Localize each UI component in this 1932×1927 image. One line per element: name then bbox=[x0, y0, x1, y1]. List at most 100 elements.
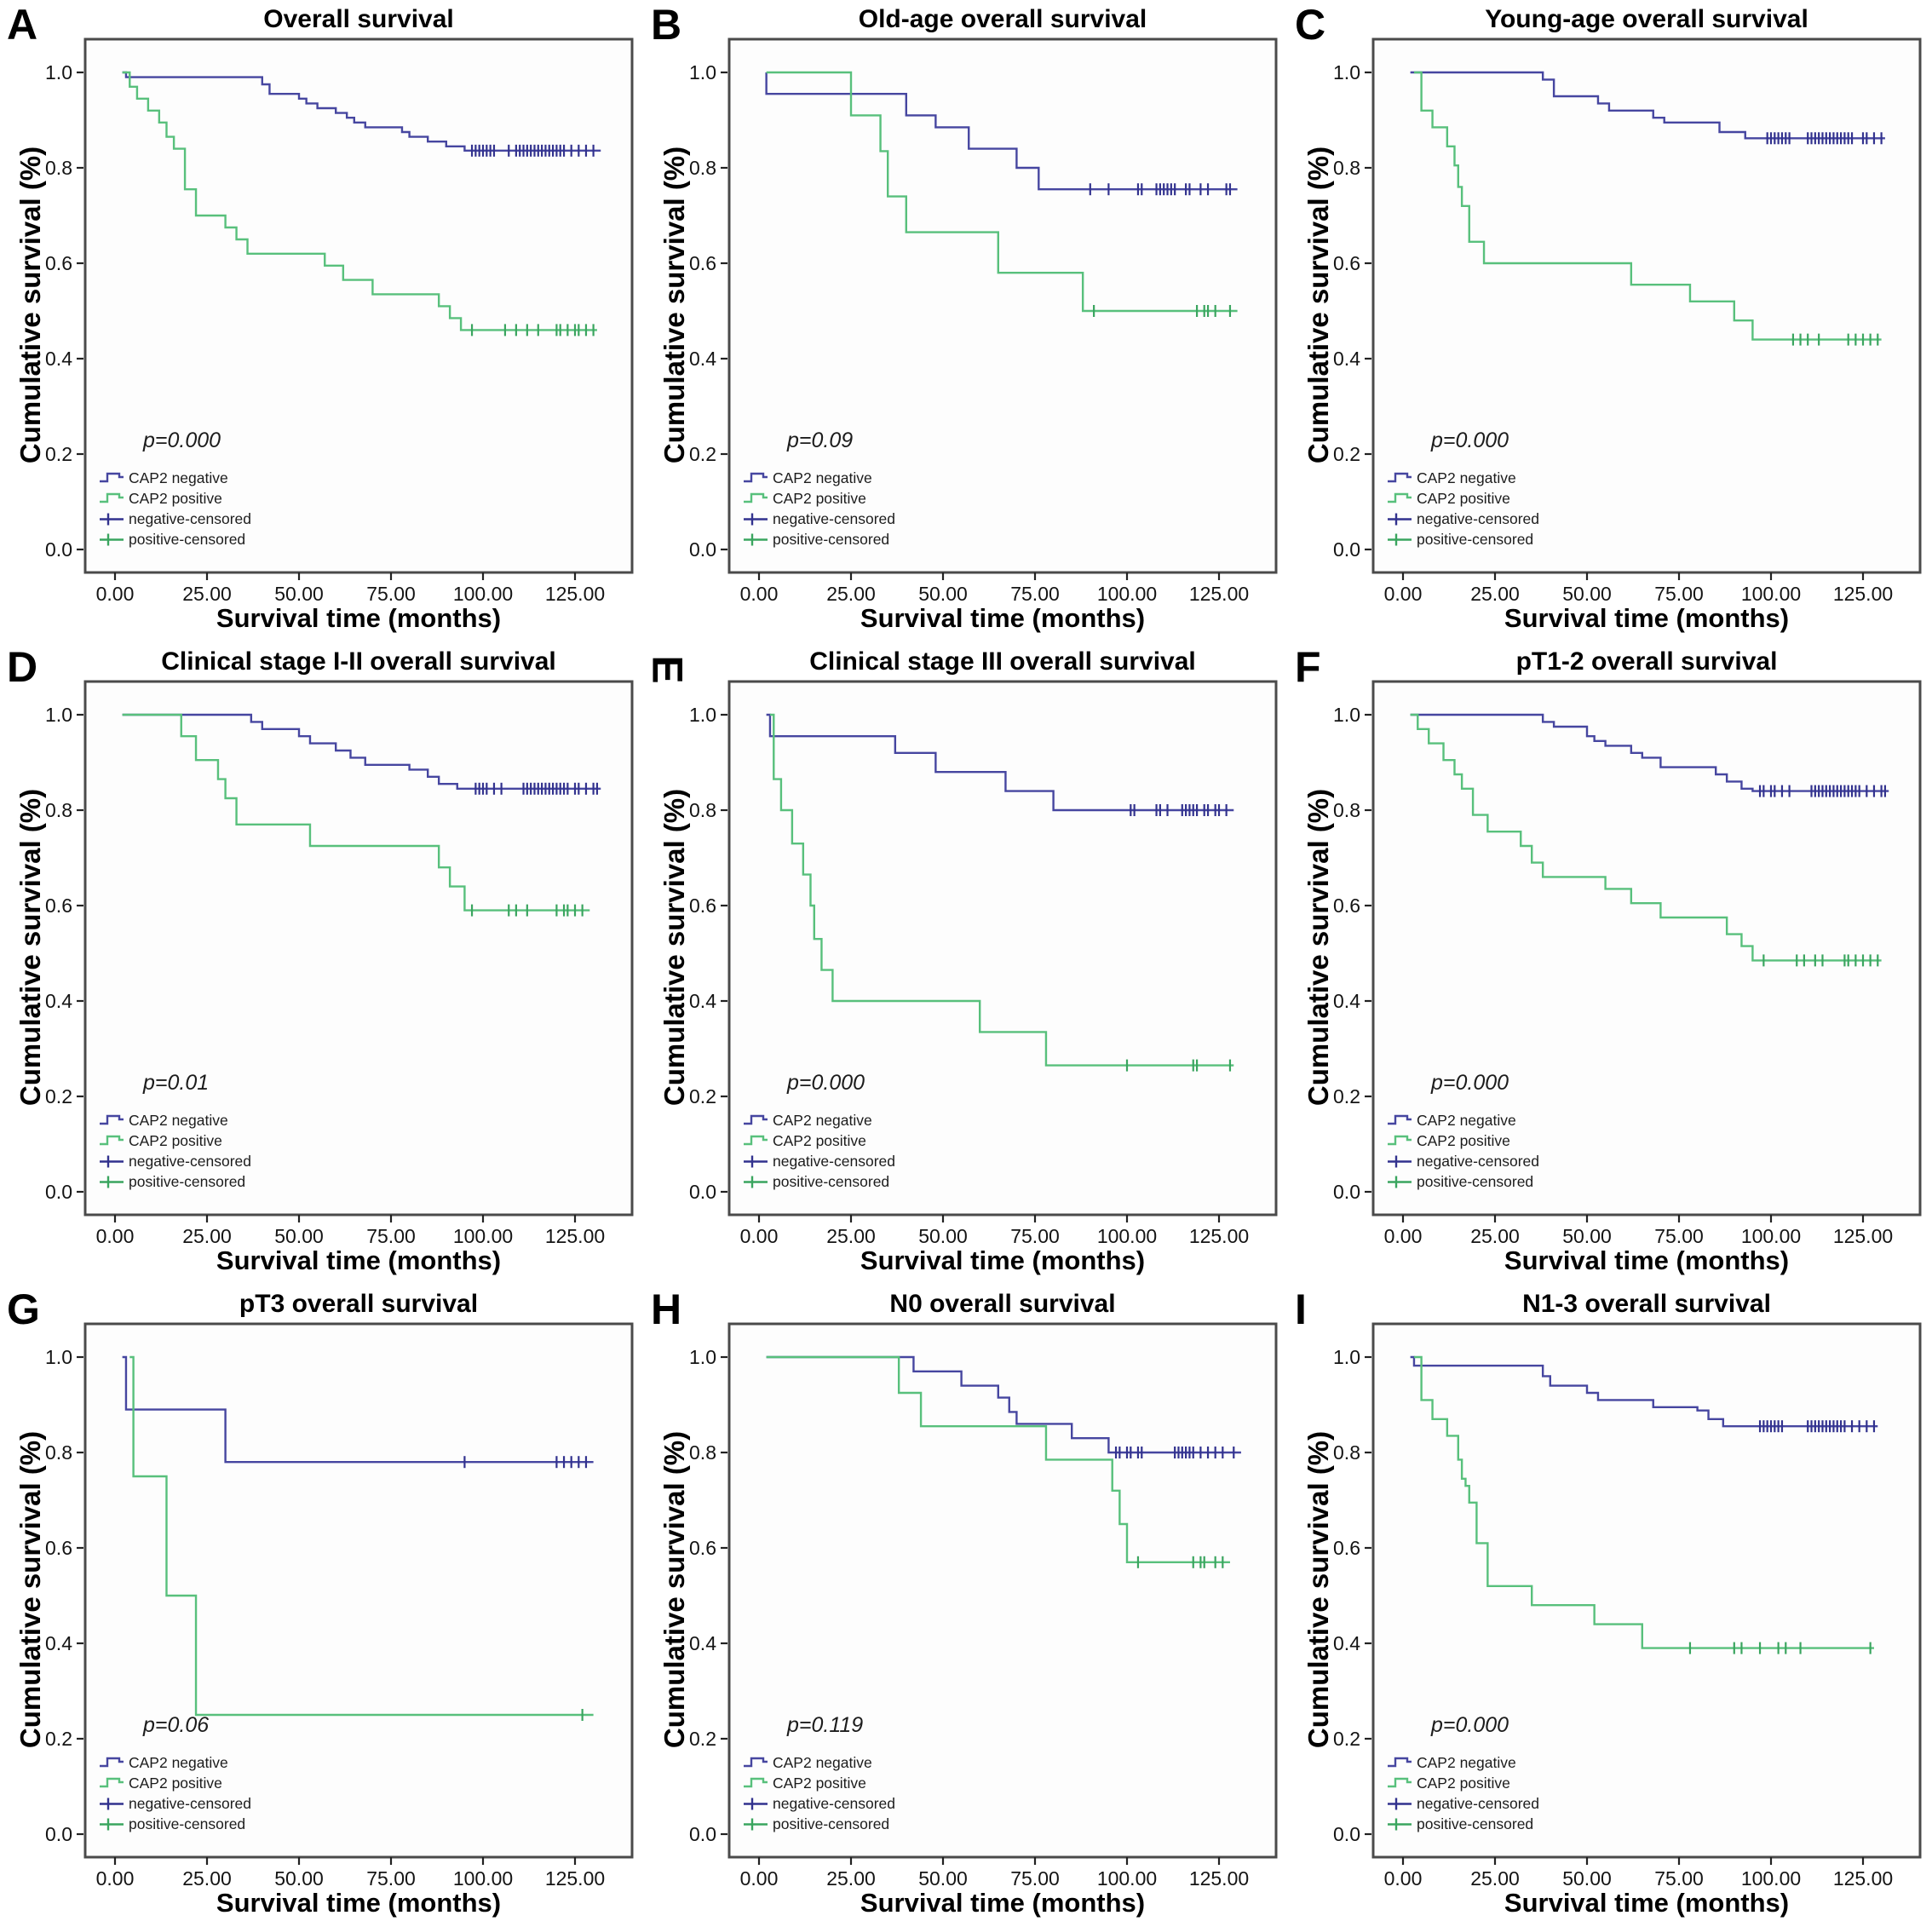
censor-plus-icon bbox=[1388, 1818, 1412, 1831]
x-tick-label: 50.00 bbox=[274, 1867, 324, 1890]
survival-curve-cap2-positive bbox=[1413, 1355, 1874, 1649]
x-tick-label: 125.00 bbox=[545, 1867, 605, 1890]
panel-letter: I bbox=[1295, 1286, 1307, 1333]
y-tick-label: 1.0 bbox=[45, 1346, 72, 1368]
censor-plus-icon bbox=[744, 1155, 768, 1168]
y-tick-label: 0.8 bbox=[45, 1441, 72, 1464]
legend-label: negative-censored bbox=[1417, 1153, 1539, 1170]
step-line-icon bbox=[744, 472, 768, 483]
legend-label: positive-censored bbox=[129, 1815, 246, 1832]
censor-plus-icon bbox=[100, 1818, 124, 1831]
legend-item-negative-censored: negative-censored bbox=[99, 1151, 251, 1171]
x-tick-label: 75.00 bbox=[366, 1225, 416, 1247]
panel-clinical-stage-3-overall-survival: E Clinical stage III overall survival Cu… bbox=[644, 642, 1288, 1285]
censor-plus-icon bbox=[100, 1798, 124, 1810]
x-tick-label: 50.00 bbox=[918, 583, 968, 605]
censor-plus-icon bbox=[744, 1176, 768, 1188]
legend-item-positive-censored: positive-censored bbox=[1387, 529, 1539, 549]
y-tick-label: 0.6 bbox=[1333, 894, 1360, 917]
step-line-icon bbox=[100, 1135, 124, 1146]
panel-n0-overall-survival: H N0 overall survival Cumulative surviva… bbox=[644, 1285, 1288, 1927]
legend: CAP2 negative CAP2 positive negative-cen… bbox=[743, 1110, 895, 1192]
legend-label: negative-censored bbox=[773, 1795, 895, 1812]
km-plot: 0.0 0.2 0.4 0.6 0.8 1.0 0.00 25.00 50.00 75.00 100… bbox=[45, 1322, 634, 1890]
y-tick-label: 0.0 bbox=[1333, 1823, 1360, 1845]
y-tick-label: 0.4 bbox=[45, 990, 72, 1012]
x-tick-label: 100.00 bbox=[1097, 1867, 1157, 1890]
legend-item-cap2-positive: CAP2 positive bbox=[99, 1130, 251, 1151]
survival-curve-cap2-negative bbox=[1410, 1355, 1878, 1428]
x-tick-label: 125.00 bbox=[1189, 1867, 1249, 1890]
y-axis-label: Cumulative survival (%) bbox=[1302, 788, 1334, 1107]
legend-item-negative-censored: negative-censored bbox=[1387, 509, 1539, 529]
legend-item-cap2-positive: CAP2 positive bbox=[99, 1773, 251, 1793]
x-tick-label: 0.00 bbox=[1384, 1225, 1423, 1247]
y-tick-label: 1.0 bbox=[1333, 61, 1360, 83]
y-axis-label: Cumulative survival (%) bbox=[14, 146, 46, 464]
legend-item-cap2-positive: CAP2 positive bbox=[99, 488, 251, 509]
legend: CAP2 negative CAP2 positive negative-cen… bbox=[99, 1752, 251, 1834]
p-value: p=0.000 bbox=[787, 1071, 865, 1095]
legend-item-cap2-positive: CAP2 positive bbox=[743, 1130, 895, 1151]
legend-item-positive-censored: positive-censored bbox=[743, 1814, 895, 1834]
x-tick-label: 100.00 bbox=[453, 583, 513, 605]
legend-item-negative-censored: negative-censored bbox=[743, 509, 895, 529]
survival-curve-cap2-negative bbox=[766, 1355, 1241, 1454]
y-tick-label: 0.8 bbox=[45, 157, 72, 179]
y-tick-label: 0.6 bbox=[689, 1537, 716, 1559]
panel-title: N1-3 overall survival bbox=[1522, 1290, 1771, 1318]
x-tick-label: 75.00 bbox=[1654, 1867, 1704, 1890]
panel-pt3-overall-survival: G pT3 overall survival Cumulative surviv… bbox=[0, 1285, 644, 1927]
y-tick-label: 0.4 bbox=[1333, 1632, 1360, 1654]
step-line-icon bbox=[744, 492, 768, 503]
step-line-icon bbox=[744, 1135, 768, 1146]
step-line-icon bbox=[1388, 1114, 1412, 1125]
censor-plus-icon bbox=[100, 513, 124, 526]
y-axis-label: Cumulative survival (%) bbox=[658, 146, 690, 464]
y-tick-label: 0.6 bbox=[45, 1537, 72, 1559]
x-tick-label: 125.00 bbox=[1833, 1867, 1893, 1890]
legend-label: positive-censored bbox=[129, 1173, 246, 1190]
legend-label: negative-censored bbox=[1417, 1795, 1539, 1812]
step-line-icon bbox=[1388, 492, 1412, 503]
y-tick-label: 0.2 bbox=[1333, 1085, 1360, 1107]
y-tick-label: 0.6 bbox=[45, 252, 72, 274]
x-tick-label: 25.00 bbox=[182, 1867, 232, 1890]
legend: CAP2 negative CAP2 positive negative-cen… bbox=[1387, 468, 1539, 549]
y-tick-label: 0.6 bbox=[689, 252, 716, 274]
y-axis-label: Cumulative survival (%) bbox=[14, 1430, 46, 1749]
survival-curve-cap2-negative bbox=[122, 71, 601, 152]
x-tick-label: 50.00 bbox=[274, 1225, 324, 1247]
x-tick-label: 125.00 bbox=[1189, 583, 1249, 605]
p-value: p=0.09 bbox=[787, 429, 854, 452]
legend-label: positive-censored bbox=[1417, 1173, 1534, 1190]
panel-title: Old-age overall survival bbox=[858, 5, 1147, 33]
panel-title: Clinical stage I-II overall survival bbox=[161, 647, 556, 676]
y-tick-label: 1.0 bbox=[689, 704, 716, 726]
y-axis-label: Cumulative survival (%) bbox=[14, 788, 46, 1107]
panel-letter: C bbox=[1295, 1, 1326, 49]
legend-item-cap2-negative: CAP2 negative bbox=[99, 1110, 251, 1130]
legend-label: positive-censored bbox=[773, 531, 890, 548]
censor-plus-icon bbox=[1388, 513, 1412, 526]
y-tick-label: 0.2 bbox=[45, 1728, 72, 1750]
y-tick-label: 0.4 bbox=[45, 348, 72, 370]
y-axis-label: Cumulative survival (%) bbox=[1302, 1430, 1334, 1749]
x-tick-label: 25.00 bbox=[826, 1867, 876, 1890]
legend-label: CAP2 negative bbox=[773, 1112, 872, 1129]
legend-item-positive-censored: positive-censored bbox=[99, 529, 251, 549]
panel-title: Young-age overall survival bbox=[1485, 5, 1808, 33]
panel-letter: B bbox=[651, 1, 682, 49]
legend: CAP2 negative CAP2 positive negative-cen… bbox=[1387, 1110, 1539, 1192]
legend-item-cap2-negative: CAP2 negative bbox=[1387, 1110, 1539, 1130]
y-tick-label: 0.4 bbox=[45, 1632, 72, 1654]
plot-frame bbox=[727, 1322, 1278, 1859]
y-tick-label: 0.0 bbox=[689, 538, 716, 561]
x-tick-label: 100.00 bbox=[1741, 1867, 1801, 1890]
legend-label: positive-censored bbox=[773, 1815, 890, 1832]
panel-title: N0 overall survival bbox=[889, 1290, 1116, 1318]
p-value: p=0.000 bbox=[143, 429, 221, 452]
plot-frame bbox=[83, 37, 634, 574]
x-axis-label: Survival time (months) bbox=[216, 603, 502, 633]
x-tick-label: 100.00 bbox=[453, 1867, 513, 1890]
